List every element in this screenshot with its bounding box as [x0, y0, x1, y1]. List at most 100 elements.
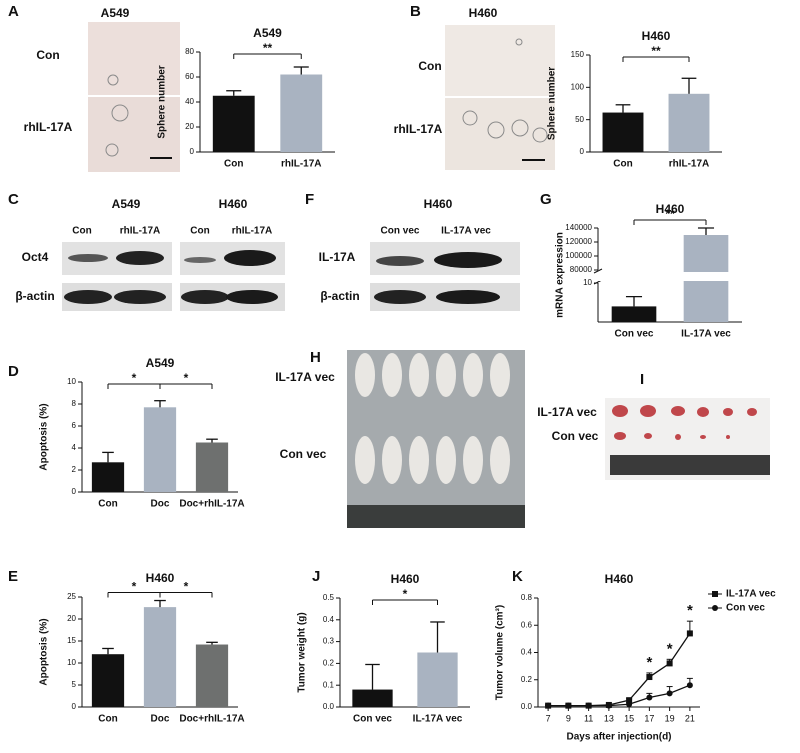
panel-letter: G — [540, 191, 552, 208]
y-tick-label: 0.2 — [521, 675, 533, 684]
y-tick-label: 80000 — [570, 265, 593, 274]
marker — [686, 682, 693, 689]
mice — [355, 353, 510, 484]
marker — [646, 674, 653, 681]
marker — [585, 702, 592, 709]
band — [434, 252, 502, 268]
significance-label: * — [403, 587, 408, 601]
sphere — [487, 121, 505, 139]
x-tick-label: IL-17A vec — [681, 329, 731, 340]
micrograph — [445, 25, 555, 96]
y-tick-label: 100000 — [565, 251, 592, 260]
x-tick-label: 13 — [604, 713, 614, 723]
image-title: H460 — [469, 6, 498, 20]
protein-label: β-actin — [320, 289, 359, 303]
panel-letter: A — [8, 3, 19, 20]
y-tick-label: 60 — [185, 72, 194, 81]
panel-letter: D — [8, 363, 19, 380]
x-tick-label: 11 — [584, 713, 593, 723]
sphere — [111, 104, 129, 122]
y-tick-label: 10 — [67, 658, 76, 667]
legend-marker — [712, 605, 718, 611]
bar — [91, 654, 125, 707]
ruler — [610, 455, 770, 475]
series-line — [548, 684, 691, 707]
blot-title: H460 — [219, 197, 248, 211]
y-tick-label: 0 — [72, 702, 77, 711]
micrograph — [445, 98, 555, 170]
row-label: IL-17A vec — [537, 405, 597, 419]
legend-marker — [712, 591, 718, 597]
marker — [666, 690, 673, 697]
legend-label: Con vec — [726, 603, 765, 614]
chart-title: H460 — [642, 29, 671, 43]
sphere — [532, 127, 548, 143]
x-tick-label: 9 — [566, 713, 571, 723]
y-tick-label: 8 — [72, 399, 77, 408]
y-tick-label: 50 — [575, 115, 584, 124]
y-tick-label: 10 — [67, 377, 76, 386]
sphere — [107, 74, 119, 86]
band — [436, 290, 500, 304]
row-label: rhIL-17A — [24, 120, 73, 134]
y-tick-label: 0.8 — [521, 593, 533, 602]
y-axis-label: mRNA expression — [555, 232, 566, 318]
panel-letter: B — [410, 3, 421, 20]
sphere — [511, 119, 529, 137]
band — [226, 290, 278, 304]
blot-title: A549 — [112, 197, 141, 211]
x-tick-label: 7 — [546, 713, 551, 723]
y-axis-label: Tumor weight (g) — [297, 612, 308, 692]
western-blot — [370, 242, 520, 311]
bar — [417, 652, 458, 707]
y-tick-label: 0.2 — [323, 659, 335, 668]
lane-label: Con vec — [381, 226, 420, 237]
y-tick-label: 0.4 — [323, 615, 335, 624]
bar — [602, 112, 644, 152]
bar — [195, 442, 229, 492]
y-tick-label: 20 — [185, 122, 194, 131]
lane-label: IL-17A vec — [441, 226, 491, 237]
y-tick-label: 0 — [190, 147, 195, 156]
micrograph-group — [445, 25, 555, 170]
sphere — [462, 110, 478, 126]
band — [64, 290, 112, 304]
row-label: Con — [36, 48, 59, 62]
bar — [143, 407, 177, 492]
x-tick-label: Con — [613, 159, 632, 170]
lane-label: Con — [72, 226, 91, 237]
y-tick-label: 80 — [185, 47, 194, 56]
image-title: A549 — [101, 6, 130, 20]
y-tick-label: 20 — [67, 614, 76, 623]
legend-label: IL-17A vec — [726, 589, 776, 600]
marker — [686, 630, 693, 637]
band — [376, 256, 424, 266]
y-tick-label: 6 — [72, 421, 77, 430]
panel-letter: E — [8, 568, 18, 585]
y-tick-label: 150 — [571, 50, 585, 59]
tumor-photo — [605, 398, 770, 480]
marker — [565, 702, 572, 709]
chart-title: A549 — [146, 356, 175, 370]
marker — [605, 702, 612, 709]
marker — [545, 702, 552, 709]
ruler — [347, 505, 525, 528]
annotation: * — [687, 602, 693, 619]
x-tick-label: 15 — [624, 713, 634, 723]
band — [116, 251, 164, 265]
x-tick-label: Doc+rhIL-17A — [179, 499, 244, 510]
annotation: * — [646, 654, 652, 671]
x-tick-label: Con — [98, 714, 117, 725]
x-tick-label: Con vec — [353, 714, 392, 725]
micrograph-group — [88, 22, 180, 172]
protein-label: IL-17A — [319, 250, 356, 264]
significance-label: * — [132, 371, 137, 385]
protein-label: Oct4 — [22, 250, 49, 264]
bar — [195, 644, 229, 707]
x-tick-label: 19 — [665, 713, 675, 723]
chart-title: H460 — [146, 571, 175, 585]
band — [224, 250, 276, 266]
y-axis-label: Sphere number — [547, 67, 558, 140]
bar — [143, 607, 177, 707]
lane-label: rhIL-17A — [232, 226, 273, 237]
